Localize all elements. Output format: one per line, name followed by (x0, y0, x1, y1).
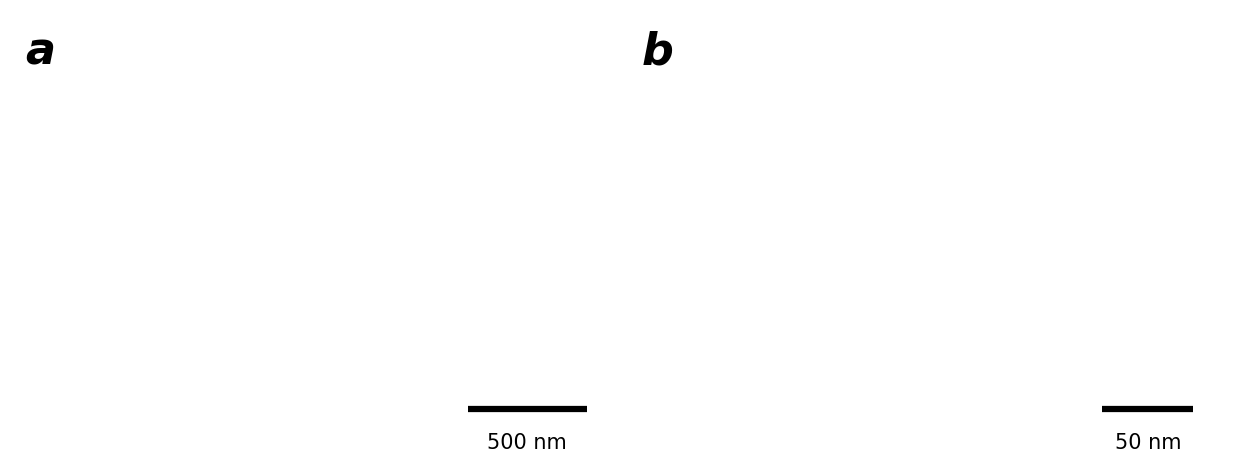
Text: b: b (642, 31, 673, 73)
Text: a: a (25, 31, 56, 73)
Bar (622, 2, 693, 102)
Bar (436, 376, 618, 462)
Bar (1066, 376, 1229, 462)
Text: 50 nm: 50 nm (1115, 433, 1180, 453)
Bar (5, 2, 76, 102)
Text: 500 nm: 500 nm (487, 433, 567, 453)
